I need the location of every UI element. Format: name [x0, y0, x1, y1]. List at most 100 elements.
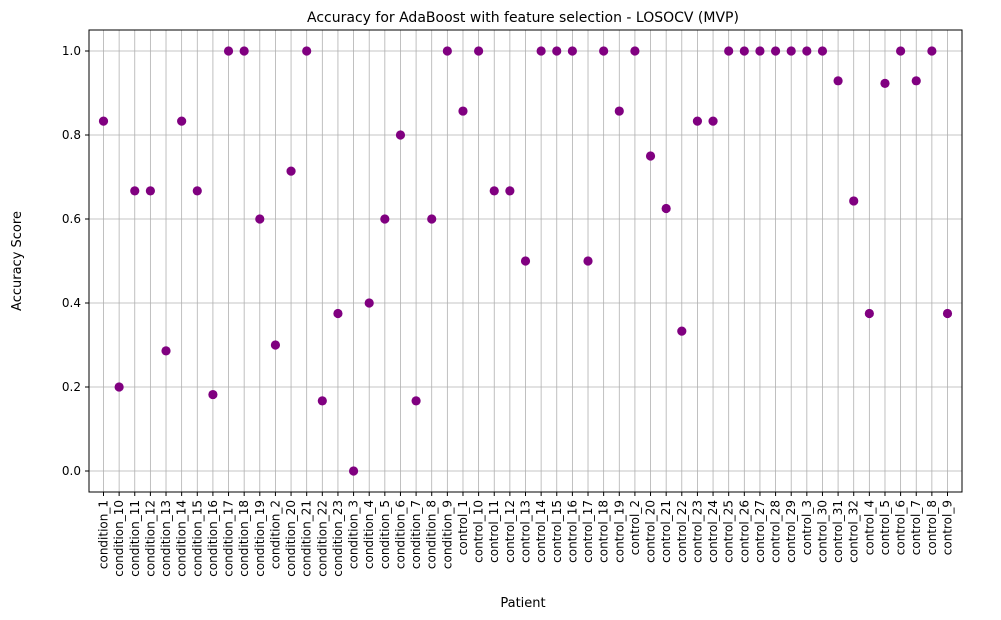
- data-point: [739, 46, 749, 56]
- data-point: [223, 46, 234, 56]
- data-point: [286, 166, 296, 176]
- data-point: [192, 186, 202, 196]
- data-point: [927, 46, 937, 56]
- x-tick-label: control_11: [487, 500, 501, 563]
- y-tick-label: 0.2: [62, 380, 81, 394]
- x-tick-label: condition_21: [300, 500, 314, 577]
- x-tick-label: control_15: [550, 500, 564, 563]
- data-point: [770, 46, 781, 56]
- data-point: [239, 46, 249, 56]
- x-tick-label: control_16: [565, 500, 579, 563]
- data-point: [692, 116, 703, 126]
- x-tick-label: condition_19: [253, 500, 267, 577]
- x-tick-label: control_22: [675, 500, 689, 563]
- data-point: [364, 298, 374, 308]
- data-point: [864, 308, 874, 319]
- x-tick-label: control_14: [534, 500, 548, 563]
- y-axis-ticks: 0.0 0.2 0.4 0.6 0.8 1.0: [62, 44, 89, 478]
- x-tick-label: condition_4: [362, 500, 376, 569]
- x-tick-label: control_8: [925, 500, 939, 555]
- data-point: [270, 340, 281, 350]
- x-tick-label: condition_5: [378, 500, 392, 569]
- y-tick-label: 0.6: [62, 212, 81, 226]
- x-tick-label: control_13: [519, 500, 533, 563]
- y-tick-label: 0.8: [62, 128, 81, 142]
- data-point: [708, 116, 718, 126]
- data-point: [427, 214, 437, 224]
- x-tick-label: condition_17: [222, 500, 236, 577]
- data-point: [583, 256, 593, 266]
- x-tick-label: condition_18: [237, 500, 251, 577]
- x-tick-label: condition_3: [347, 500, 361, 569]
- x-tick-label: condition_1: [97, 500, 111, 569]
- grid: [89, 30, 962, 492]
- x-tick-label: condition_2: [268, 500, 282, 569]
- data-point: [442, 46, 452, 56]
- data-point: [942, 308, 953, 319]
- data-point: [317, 396, 327, 406]
- data-point: [458, 106, 468, 116]
- x-tick-label: condition_13: [159, 500, 173, 577]
- x-tick-label: control_5: [878, 500, 892, 555]
- data-point: [302, 46, 312, 56]
- x-tick-label: control_27: [753, 500, 767, 563]
- data-point: [333, 308, 343, 319]
- data-point: [896, 46, 906, 56]
- data-point: [208, 389, 218, 400]
- data-point: [395, 130, 406, 140]
- x-tick-label: control_28: [769, 500, 783, 563]
- data-point: [677, 326, 687, 336]
- data-point: [145, 186, 155, 196]
- x-tick-label: condition_23: [331, 500, 345, 577]
- x-tick-label: condition_15: [190, 500, 204, 577]
- x-tick-label: control_20: [644, 500, 658, 563]
- data-point: [474, 46, 484, 56]
- data-point: [661, 203, 671, 214]
- x-tick-label: control_21: [659, 500, 673, 563]
- x-tick-label: condition_20: [284, 500, 298, 577]
- data-point: [802, 46, 812, 56]
- x-tick-label: control_12: [503, 500, 517, 563]
- x-tick-label: control_10: [472, 500, 486, 563]
- data-point: [177, 116, 187, 126]
- x-tick-label: control_32: [847, 500, 861, 563]
- data-point: [911, 76, 921, 86]
- x-tick-label: control_24: [706, 500, 720, 563]
- x-tick-label: control_2: [628, 500, 642, 555]
- x-tick-label: control_25: [722, 500, 736, 563]
- x-tick-label: control_17: [581, 500, 595, 563]
- x-tick-label: control_30: [815, 500, 829, 563]
- x-tick-label: condition_9: [440, 500, 454, 569]
- data-point: [505, 186, 515, 196]
- data-point: [786, 46, 796, 56]
- data-point: [755, 46, 765, 56]
- x-tick-label: control_1: [456, 500, 470, 555]
- data-point: [536, 46, 546, 56]
- data-point: [161, 346, 171, 356]
- x-tick-label: control_9: [941, 500, 955, 555]
- x-tick-label: control_31: [831, 500, 845, 563]
- x-tick-label: control_4: [862, 500, 876, 555]
- data-point: [114, 382, 124, 392]
- x-tick-label: condition_16: [206, 500, 220, 577]
- y-tick-label: 0.4: [62, 296, 81, 310]
- data-point: [130, 186, 140, 196]
- x-tick-label: condition_10: [112, 500, 126, 577]
- x-tick-label: control_7: [909, 500, 923, 555]
- x-tick-label: condition_14: [175, 500, 189, 577]
- chart-title: Accuracy for AdaBoost with feature selec…: [307, 10, 739, 26]
- data-point: [599, 46, 609, 56]
- data-point: [255, 214, 265, 224]
- x-axis-label: Patient: [500, 596, 545, 611]
- x-tick-label: control_3: [800, 500, 814, 555]
- data-point: [380, 214, 390, 224]
- x-tick-label: control_26: [737, 500, 751, 563]
- x-tick-label: condition_6: [393, 500, 407, 569]
- data-point: [567, 46, 577, 56]
- data-point: [348, 466, 359, 476]
- x-tick-label: control_19: [612, 500, 626, 563]
- data-point: [645, 151, 656, 161]
- data-point: [489, 186, 499, 196]
- data-point: [724, 46, 734, 56]
